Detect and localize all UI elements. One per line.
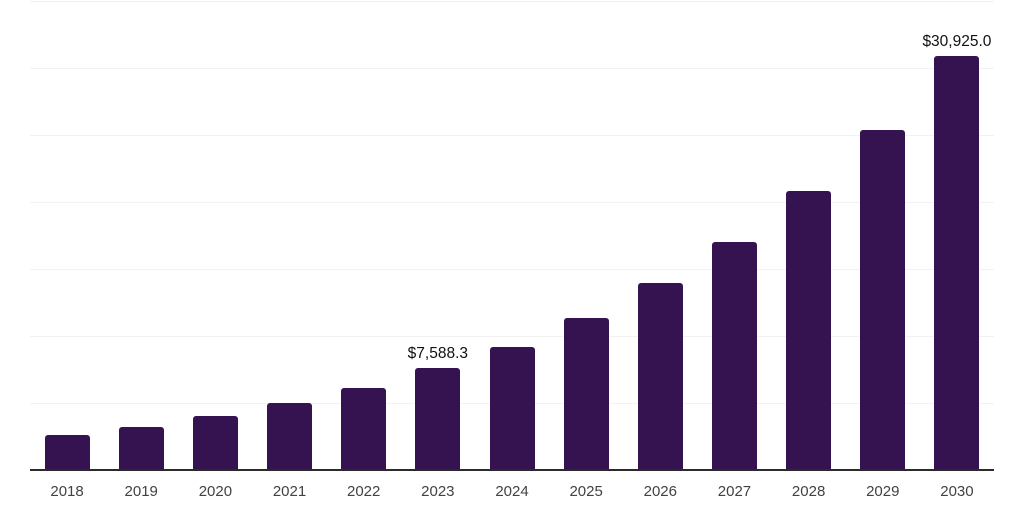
x-tick-label-2024: 2024 (495, 483, 529, 500)
bar-2028 (786, 190, 832, 470)
gridline (30, 336, 994, 337)
bar-2030 (934, 55, 980, 470)
x-tick-label-2029: 2029 (866, 483, 900, 500)
bar-2026 (637, 282, 683, 470)
bar-2024 (489, 346, 535, 470)
x-tick-label-2018: 2018 (50, 483, 84, 500)
x-axis-line (30, 469, 994, 471)
bar-2018 (44, 435, 90, 470)
gridline (30, 202, 994, 203)
bar-2020 (192, 415, 238, 470)
bar-2027 (711, 241, 757, 470)
x-tick-label-2027: 2027 (717, 483, 752, 500)
bar-value-label-2023: $7,588.3 (407, 345, 469, 363)
x-tick-label-2030: 2030 (940, 483, 974, 500)
x-tick-label-2021: 2021 (272, 483, 307, 500)
x-tick-label-2028: 2028 (791, 483, 826, 500)
gridline (30, 1, 994, 2)
gridline (30, 68, 994, 69)
bar-2019 (118, 426, 164, 470)
bar-2023 (415, 368, 461, 470)
bar-2025 (563, 318, 609, 470)
bar-2021 (267, 403, 313, 470)
gridline (30, 269, 994, 270)
bar-value-label-2030: $30,925.0 (922, 32, 992, 50)
x-tick-label-2022: 2022 (347, 483, 381, 500)
x-tick-label-2023: 2023 (421, 483, 455, 500)
gridline (30, 135, 994, 136)
bar-2029 (860, 130, 906, 470)
x-tick-label-2025: 2025 (569, 483, 603, 500)
x-tick-label-2026: 2026 (643, 483, 677, 500)
bar-2022 (341, 387, 387, 470)
x-tick-label-2019: 2019 (124, 483, 158, 500)
x-tick-label-2020: 2020 (198, 483, 233, 500)
